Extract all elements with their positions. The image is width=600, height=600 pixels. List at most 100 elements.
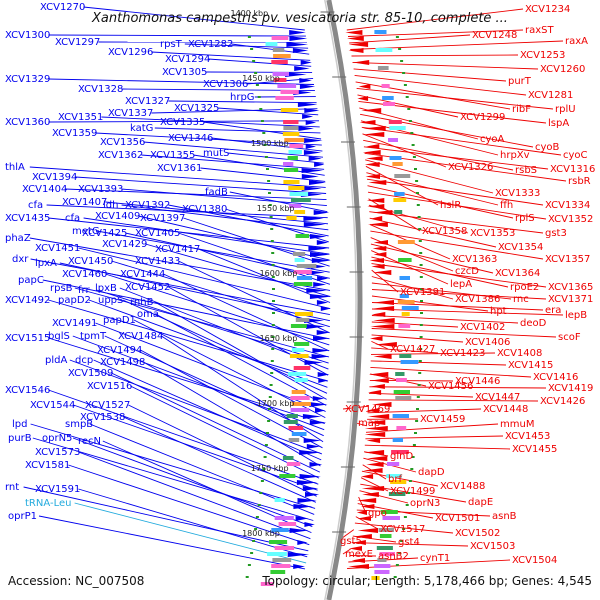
forward-gene-label[interactable]: lpxB [95, 283, 117, 294]
forward-gene-label[interactable]: phaZ [5, 233, 31, 244]
reverse-gene-label[interactable]: asnB [492, 511, 517, 522]
reverse-gene-label[interactable]: XCV1333 [495, 188, 540, 199]
reverse-gene-label[interactable]: purT [508, 76, 532, 87]
forward-gene-label[interactable]: bglS [48, 331, 70, 342]
forward-gene-label[interactable]: XCV1546 [5, 385, 50, 396]
forward-gene-label[interactable]: XCV1498 [100, 357, 145, 368]
reverse-gene-label[interactable]: rnc [513, 294, 529, 305]
reverse-gene-label[interactable]: raxST [525, 25, 555, 36]
reverse-gene-label[interactable]: rsbR [568, 176, 591, 187]
reverse-gene-label[interactable]: czcD [455, 266, 479, 277]
reverse-gene-label[interactable]: XCV1446 [455, 376, 500, 387]
reverse-gene-label[interactable]: XCV1504 [512, 555, 557, 566]
reverse-gene-label[interactable]: XCV1459 [420, 414, 465, 425]
reverse-gene-label[interactable]: cynT1 [420, 553, 450, 564]
reverse-gene-label[interactable]: XCV1517 [380, 524, 425, 535]
reverse-gene-label[interactable]: XCV1502 [455, 528, 500, 539]
reverse-gene-label[interactable]: hslR [440, 200, 461, 211]
forward-gene-label[interactable]: XCV1296 [108, 47, 153, 58]
forward-gene-label[interactable]: XCV1337 [108, 108, 153, 119]
forward-gene-label[interactable]: XCV1452 [125, 282, 170, 293]
forward-gene-label[interactable]: hrpG [230, 92, 255, 103]
forward-gene-label[interactable]: XCV1516 [87, 381, 132, 392]
reverse-gene-label[interactable]: gst3 [545, 228, 567, 239]
reverse-gene-label[interactable]: brf [388, 474, 402, 485]
reverse-gene-label[interactable]: rpoE2 [510, 282, 539, 293]
forward-gene-label[interactable]: XCV1425 [82, 228, 127, 239]
forward-gene-label[interactable]: lpxA [35, 258, 57, 269]
forward-gene-label[interactable]: cfa [28, 200, 43, 211]
forward-gene-label[interactable]: papD2 [58, 295, 91, 306]
reverse-gene-label[interactable]: gpo [368, 508, 387, 519]
forward-gene-label[interactable]: XCV1300 [5, 30, 50, 41]
forward-gene-label[interactable]: mutS [203, 148, 229, 159]
reverse-gene-label[interactable]: XCV1427 [390, 344, 435, 355]
reverse-gene-label[interactable]: cyoB [535, 142, 560, 153]
reverse-gene-label[interactable]: XCV1365 [548, 282, 593, 293]
reverse-gene-label[interactable]: mexE [345, 549, 373, 560]
reverse-gene-label[interactable]: map [358, 418, 380, 429]
forward-gene-label[interactable]: XCV1394 [32, 172, 77, 183]
forward-gene-label[interactable]: XCV1360 [5, 117, 50, 128]
reverse-gene-label[interactable]: lspA [548, 118, 569, 129]
forward-gene-label[interactable]: dcp [75, 355, 93, 366]
forward-gene-label[interactable]: XCV1581 [25, 460, 70, 471]
forward-gene-label[interactable]: XCV1573 [35, 447, 80, 458]
forward-gene-label[interactable]: XCV1538 [80, 412, 125, 423]
forward-gene-label[interactable]: tRNA-Leu [25, 498, 71, 509]
forward-gene-label[interactable]: oma [137, 309, 159, 320]
forward-gene-label[interactable]: XCV1355 [150, 150, 195, 161]
reverse-gene-label[interactable]: XCV1357 [545, 254, 590, 265]
reverse-gene-label[interactable]: oprN3 [410, 498, 440, 509]
reverse-gene-label[interactable]: lepB [565, 310, 587, 321]
forward-gene-label[interactable]: uppS [98, 295, 123, 306]
forward-gene-label[interactable]: XCV1491 [52, 318, 97, 329]
reverse-gene-label[interactable]: XCV1456 [428, 381, 473, 392]
reverse-gene-label[interactable]: XCV1501 [435, 513, 480, 524]
reverse-gene-label[interactable]: lepA [450, 279, 472, 290]
reverse-gene-label[interactable]: ffh [500, 200, 513, 211]
reverse-gene-label[interactable]: XCV1448 [483, 404, 528, 415]
forward-gene-label[interactable]: katG [130, 123, 153, 134]
forward-gene-label[interactable]: XCV1393 [78, 184, 123, 195]
reverse-gene-label[interactable]: XCV1316 [550, 164, 595, 175]
forward-gene-label[interactable]: XCV1346 [168, 133, 213, 144]
reverse-gene-label[interactable]: dapE [468, 497, 493, 508]
forward-gene-label[interactable]: pldA [45, 355, 67, 366]
forward-gene-label[interactable]: XCV1591 [35, 484, 80, 495]
reverse-gene-label[interactable]: XCV1363 [452, 254, 497, 265]
forward-gene-label[interactable]: rpsT [160, 39, 183, 50]
forward-gene-label[interactable]: XCV1329 [5, 74, 50, 85]
reverse-gene-label[interactable]: XCV1253 [520, 50, 565, 61]
reverse-gene-label[interactable]: ribF [512, 104, 531, 115]
forward-gene-label[interactable]: XCV1328 [78, 84, 123, 95]
reverse-gene-label[interactable]: XCV1281 [528, 90, 573, 101]
forward-gene-label[interactable]: XCV1404 [22, 184, 67, 195]
forward-gene-label[interactable]: XCV1356 [100, 137, 145, 148]
forward-gene-label[interactable]: lpd [12, 419, 27, 430]
reverse-gene-label[interactable]: XCV1364 [495, 268, 540, 279]
forward-gene-label[interactable]: oprP1 [8, 511, 37, 522]
reverse-gene-label[interactable]: XCV1419 [548, 383, 593, 394]
reverse-gene-label[interactable]: XCV1406 [465, 337, 510, 348]
forward-gene-label[interactable]: fadB [205, 187, 228, 198]
forward-gene-label[interactable]: XCV1327 [125, 96, 170, 107]
forward-gene-label[interactable]: XCV1297 [55, 37, 100, 48]
forward-gene-label[interactable]: XCV1335 [160, 117, 205, 128]
forward-gene-label[interactable]: XCV1451 [35, 243, 80, 254]
forward-gene-label[interactable]: rnhB [130, 297, 154, 308]
forward-gene-label[interactable]: XCV1509 [68, 368, 113, 379]
forward-gene-label[interactable]: frr [78, 285, 90, 296]
forward-gene-label[interactable]: XCV1392 [125, 200, 170, 211]
forward-gene-label[interactable]: XCV1494 [97, 345, 142, 356]
reverse-gene-label[interactable]: XCV1408 [497, 348, 542, 359]
forward-gene-label[interactable]: smpB [65, 419, 93, 430]
forward-gene-label[interactable]: XCV1527 [85, 400, 130, 411]
reverse-gene-label[interactable]: XCV1326 [448, 162, 493, 173]
forward-gene-label[interactable]: XCV1407 [62, 197, 107, 208]
forward-gene-label[interactable]: XCV1409 [95, 211, 140, 222]
forward-gene-label[interactable]: XCV1444 [120, 269, 165, 280]
reverse-gene-label[interactable]: XCV1402 [460, 322, 505, 333]
reverse-gene-label[interactable]: gst5 [340, 536, 362, 547]
forward-gene-label[interactable]: papC [18, 275, 44, 286]
